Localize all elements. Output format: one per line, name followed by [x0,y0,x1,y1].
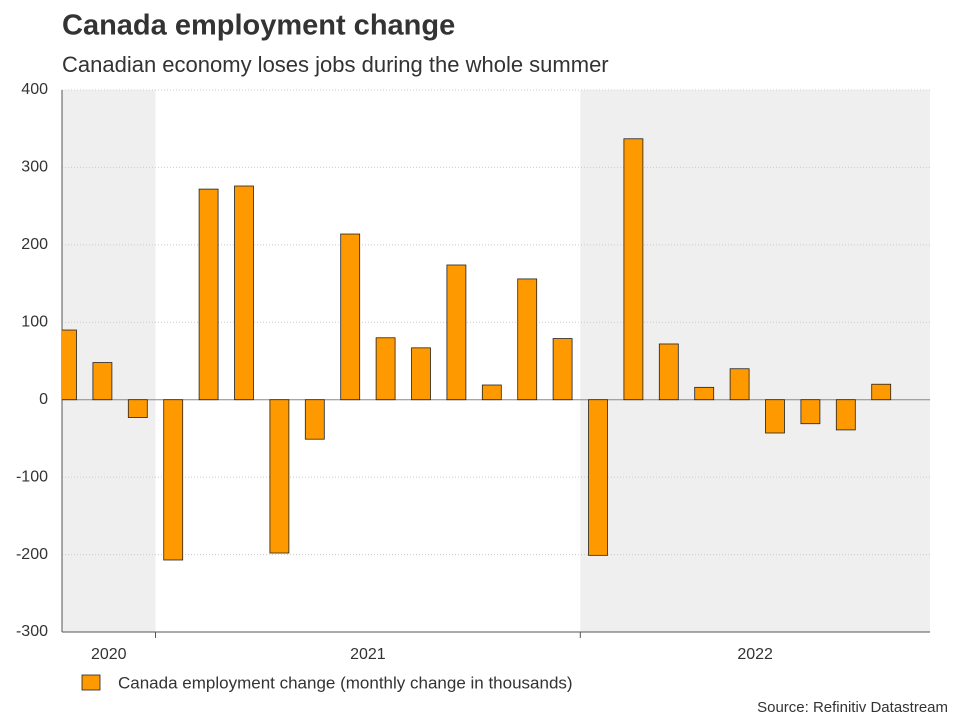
legend-label: Canada employment change (monthly change… [118,673,573,692]
bar [127,399,148,418]
source: Source: Refinitiv Datastream [757,699,948,716]
y-tick-label: -100 [16,468,48,485]
chart-title: Canada employment change [62,10,455,42]
bar [871,383,892,401]
y-tick-label: -200 [16,546,48,563]
x-group-label: 2020 [91,646,127,663]
bar [835,399,856,431]
y-tick-label: 0 [39,391,48,408]
bar [552,338,573,401]
year-band [62,90,156,632]
bar [658,343,679,401]
y-tick-label: -300 [16,623,48,640]
bar [694,386,715,401]
bar [411,347,431,401]
y-tick-label: 400 [21,81,48,98]
bar [304,399,325,440]
bar [800,399,821,425]
y-tick-label: 300 [21,159,48,176]
bar [163,399,184,561]
bar [517,278,538,401]
bar [765,399,785,434]
bar [269,399,290,554]
bar [340,233,361,401]
bar [198,188,219,401]
bar [623,138,644,401]
bar [446,264,467,401]
legend-swatch [81,674,101,691]
x-group-label: 2021 [350,646,386,663]
chart-subtitle: Canadian economy loses jobs during the w… [62,52,609,77]
y-tick-label: 200 [21,236,48,253]
bar [92,362,113,401]
bar [62,329,77,401]
x-group-label: 2022 [737,646,773,663]
bar [234,185,254,401]
bar [729,368,750,401]
y-tick-label: 100 [21,314,48,331]
bar [375,337,396,401]
bar [588,399,608,556]
bar [481,384,502,401]
